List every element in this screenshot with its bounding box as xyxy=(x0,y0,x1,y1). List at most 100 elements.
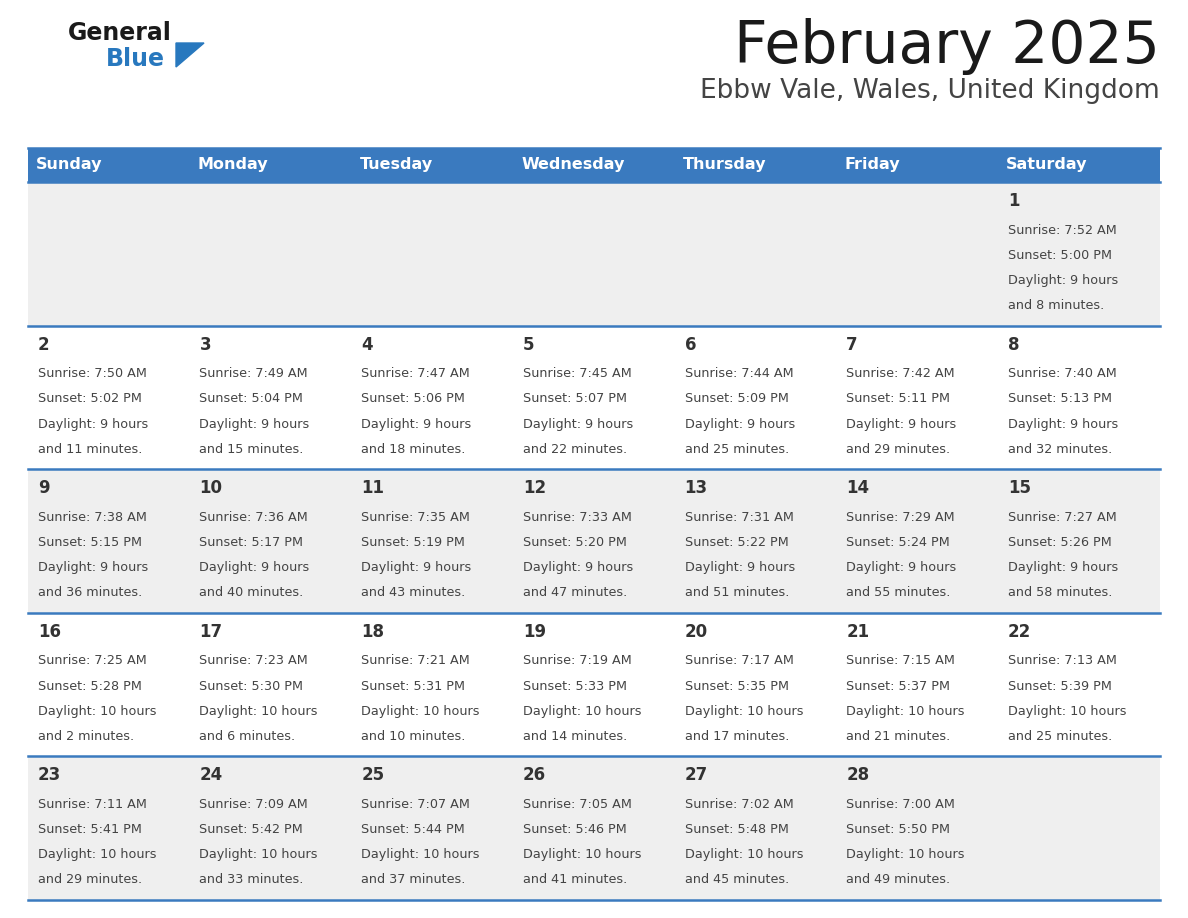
Text: and 8 minutes.: and 8 minutes. xyxy=(1007,299,1104,312)
Text: Sunrise: 7:33 AM: Sunrise: 7:33 AM xyxy=(523,510,632,524)
Text: 25: 25 xyxy=(361,767,384,785)
Text: Sunrise: 7:38 AM: Sunrise: 7:38 AM xyxy=(38,510,146,524)
Text: Daylight: 10 hours: Daylight: 10 hours xyxy=(361,848,480,861)
Text: and 29 minutes.: and 29 minutes. xyxy=(846,442,950,455)
Text: Daylight: 10 hours: Daylight: 10 hours xyxy=(200,705,318,718)
Text: Daylight: 10 hours: Daylight: 10 hours xyxy=(684,848,803,861)
Text: Sunset: 5:31 PM: Sunset: 5:31 PM xyxy=(361,679,466,692)
Text: Sunset: 5:37 PM: Sunset: 5:37 PM xyxy=(846,679,950,692)
Text: Daylight: 10 hours: Daylight: 10 hours xyxy=(38,705,156,718)
Text: Ebbw Vale, Wales, United Kingdom: Ebbw Vale, Wales, United Kingdom xyxy=(700,78,1159,104)
Text: Sunset: 5:20 PM: Sunset: 5:20 PM xyxy=(523,536,627,549)
Text: Sunrise: 7:50 AM: Sunrise: 7:50 AM xyxy=(38,367,146,380)
Text: Sunset: 5:28 PM: Sunset: 5:28 PM xyxy=(38,679,141,692)
Text: Sunrise: 7:11 AM: Sunrise: 7:11 AM xyxy=(38,798,146,811)
Text: Daylight: 9 hours: Daylight: 9 hours xyxy=(523,561,633,574)
Text: Sunrise: 7:47 AM: Sunrise: 7:47 AM xyxy=(361,367,470,380)
Bar xyxy=(352,148,513,182)
Text: Daylight: 9 hours: Daylight: 9 hours xyxy=(361,561,472,574)
Text: 14: 14 xyxy=(846,479,870,498)
Text: Sunset: 5:41 PM: Sunset: 5:41 PM xyxy=(38,823,141,836)
Text: Daylight: 9 hours: Daylight: 9 hours xyxy=(684,418,795,431)
Text: Sunrise: 7:27 AM: Sunrise: 7:27 AM xyxy=(1007,510,1117,524)
Text: 20: 20 xyxy=(684,622,708,641)
Text: Daylight: 10 hours: Daylight: 10 hours xyxy=(684,705,803,718)
Text: and 25 minutes.: and 25 minutes. xyxy=(1007,730,1112,743)
Text: and 25 minutes.: and 25 minutes. xyxy=(684,442,789,455)
Text: and 21 minutes.: and 21 minutes. xyxy=(846,730,950,743)
Text: Sunset: 5:46 PM: Sunset: 5:46 PM xyxy=(523,823,626,836)
Text: Sunrise: 7:19 AM: Sunrise: 7:19 AM xyxy=(523,655,632,667)
Text: 8: 8 xyxy=(1007,336,1019,353)
Text: Sunrise: 7:07 AM: Sunrise: 7:07 AM xyxy=(361,798,470,811)
Text: Sunrise: 7:35 AM: Sunrise: 7:35 AM xyxy=(361,510,470,524)
Text: and 22 minutes.: and 22 minutes. xyxy=(523,442,627,455)
Text: Sunrise: 7:02 AM: Sunrise: 7:02 AM xyxy=(684,798,794,811)
Text: Daylight: 9 hours: Daylight: 9 hours xyxy=(38,561,148,574)
Text: Sunset: 5:42 PM: Sunset: 5:42 PM xyxy=(200,823,303,836)
Text: and 11 minutes.: and 11 minutes. xyxy=(38,442,143,455)
Text: Sunrise: 7:40 AM: Sunrise: 7:40 AM xyxy=(1007,367,1117,380)
Text: and 29 minutes.: and 29 minutes. xyxy=(38,873,141,887)
Text: 24: 24 xyxy=(200,767,222,785)
Text: and 49 minutes.: and 49 minutes. xyxy=(846,873,950,887)
Text: Sunrise: 7:45 AM: Sunrise: 7:45 AM xyxy=(523,367,632,380)
Text: and 32 minutes.: and 32 minutes. xyxy=(1007,442,1112,455)
Bar xyxy=(29,326,1159,469)
Text: Sunset: 5:48 PM: Sunset: 5:48 PM xyxy=(684,823,789,836)
Text: Sunset: 5:00 PM: Sunset: 5:00 PM xyxy=(1007,249,1112,262)
Text: 16: 16 xyxy=(38,622,61,641)
Text: 2: 2 xyxy=(38,336,50,353)
Text: 9: 9 xyxy=(38,479,50,498)
Text: and 33 minutes.: and 33 minutes. xyxy=(200,873,304,887)
Text: and 37 minutes.: and 37 minutes. xyxy=(361,873,466,887)
Text: Daylight: 9 hours: Daylight: 9 hours xyxy=(523,418,633,431)
Bar xyxy=(998,148,1159,182)
Text: Sunrise: 7:17 AM: Sunrise: 7:17 AM xyxy=(684,655,794,667)
Text: 18: 18 xyxy=(361,622,384,641)
Text: Daylight: 10 hours: Daylight: 10 hours xyxy=(846,705,965,718)
Text: and 47 minutes.: and 47 minutes. xyxy=(523,587,627,599)
Text: Sunset: 5:07 PM: Sunset: 5:07 PM xyxy=(523,392,627,406)
Bar xyxy=(190,148,352,182)
Text: Monday: Monday xyxy=(197,158,268,173)
Text: 4: 4 xyxy=(361,336,373,353)
Text: Sunset: 5:02 PM: Sunset: 5:02 PM xyxy=(38,392,141,406)
Bar xyxy=(675,148,836,182)
Text: Sunrise: 7:44 AM: Sunrise: 7:44 AM xyxy=(684,367,794,380)
Text: Blue: Blue xyxy=(106,47,165,71)
Text: Sunrise: 7:36 AM: Sunrise: 7:36 AM xyxy=(200,510,308,524)
Text: Daylight: 10 hours: Daylight: 10 hours xyxy=(523,848,642,861)
Text: Sunset: 5:19 PM: Sunset: 5:19 PM xyxy=(361,536,465,549)
Text: 17: 17 xyxy=(200,622,222,641)
Text: 3: 3 xyxy=(200,336,211,353)
Text: Sunrise: 7:49 AM: Sunrise: 7:49 AM xyxy=(200,367,308,380)
Text: and 18 minutes.: and 18 minutes. xyxy=(361,442,466,455)
Text: 10: 10 xyxy=(200,479,222,498)
Text: Sunset: 5:33 PM: Sunset: 5:33 PM xyxy=(523,679,627,692)
Text: Daylight: 9 hours: Daylight: 9 hours xyxy=(1007,418,1118,431)
Text: Daylight: 9 hours: Daylight: 9 hours xyxy=(200,561,310,574)
Text: and 36 minutes.: and 36 minutes. xyxy=(38,587,141,599)
Text: Sunset: 5:39 PM: Sunset: 5:39 PM xyxy=(1007,679,1112,692)
Text: and 14 minutes.: and 14 minutes. xyxy=(523,730,627,743)
Text: and 41 minutes.: and 41 minutes. xyxy=(523,873,627,887)
Text: Daylight: 9 hours: Daylight: 9 hours xyxy=(1007,274,1118,287)
Text: Daylight: 9 hours: Daylight: 9 hours xyxy=(846,561,956,574)
Text: and 55 minutes.: and 55 minutes. xyxy=(846,587,950,599)
Text: Friday: Friday xyxy=(845,158,901,173)
Text: Sunrise: 7:29 AM: Sunrise: 7:29 AM xyxy=(846,510,955,524)
Text: and 6 minutes.: and 6 minutes. xyxy=(200,730,296,743)
Text: Sunrise: 7:13 AM: Sunrise: 7:13 AM xyxy=(1007,655,1117,667)
Text: 11: 11 xyxy=(361,479,384,498)
Text: 26: 26 xyxy=(523,767,546,785)
Text: 22: 22 xyxy=(1007,622,1031,641)
Text: 5: 5 xyxy=(523,336,535,353)
Bar xyxy=(29,613,1159,756)
Text: Sunrise: 7:15 AM: Sunrise: 7:15 AM xyxy=(846,655,955,667)
Text: Daylight: 9 hours: Daylight: 9 hours xyxy=(200,418,310,431)
Text: 1: 1 xyxy=(1007,192,1019,210)
Text: Sunrise: 7:23 AM: Sunrise: 7:23 AM xyxy=(200,655,308,667)
Text: Sunrise: 7:05 AM: Sunrise: 7:05 AM xyxy=(523,798,632,811)
Text: Thursday: Thursday xyxy=(683,158,766,173)
